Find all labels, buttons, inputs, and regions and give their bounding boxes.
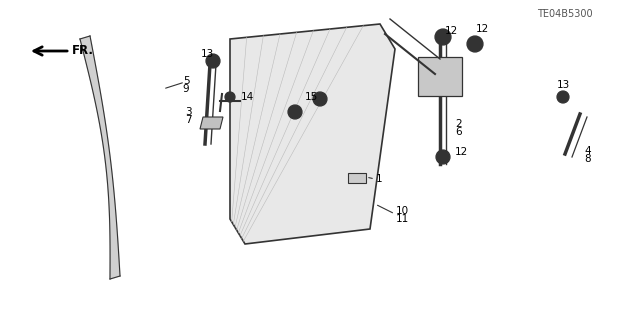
FancyBboxPatch shape <box>418 57 462 96</box>
Text: 8: 8 <box>584 154 591 164</box>
Circle shape <box>317 96 323 102</box>
Text: 12: 12 <box>476 24 489 34</box>
Text: 5: 5 <box>182 76 189 86</box>
Text: 12: 12 <box>455 147 468 157</box>
Text: 11: 11 <box>396 214 409 224</box>
Circle shape <box>228 95 232 99</box>
Text: 2: 2 <box>455 119 461 129</box>
FancyBboxPatch shape <box>348 173 366 183</box>
Text: TE04B5300: TE04B5300 <box>537 9 593 19</box>
Text: 6: 6 <box>455 127 461 137</box>
Circle shape <box>440 154 446 160</box>
Text: 3: 3 <box>186 107 192 117</box>
Text: 1: 1 <box>376 174 383 184</box>
Text: 15: 15 <box>305 92 318 102</box>
Circle shape <box>435 29 451 45</box>
Circle shape <box>206 54 220 68</box>
Circle shape <box>313 92 327 106</box>
Text: 13: 13 <box>556 80 570 90</box>
Polygon shape <box>80 36 120 279</box>
Text: 14: 14 <box>241 92 254 102</box>
Polygon shape <box>230 24 395 244</box>
Text: 4: 4 <box>584 146 591 156</box>
Text: 7: 7 <box>186 115 192 125</box>
Circle shape <box>436 150 450 164</box>
Circle shape <box>210 58 216 64</box>
Circle shape <box>472 41 479 48</box>
Polygon shape <box>200 117 223 129</box>
Text: FR.: FR. <box>72 44 94 57</box>
Circle shape <box>440 33 447 41</box>
Circle shape <box>288 105 302 119</box>
Text: 12: 12 <box>445 26 458 36</box>
Circle shape <box>557 91 569 103</box>
Circle shape <box>561 94 566 100</box>
Text: 13: 13 <box>200 49 214 59</box>
Circle shape <box>225 92 235 102</box>
Text: 9: 9 <box>182 84 189 94</box>
Text: 10: 10 <box>396 206 409 216</box>
Circle shape <box>467 36 483 52</box>
Circle shape <box>292 109 298 115</box>
